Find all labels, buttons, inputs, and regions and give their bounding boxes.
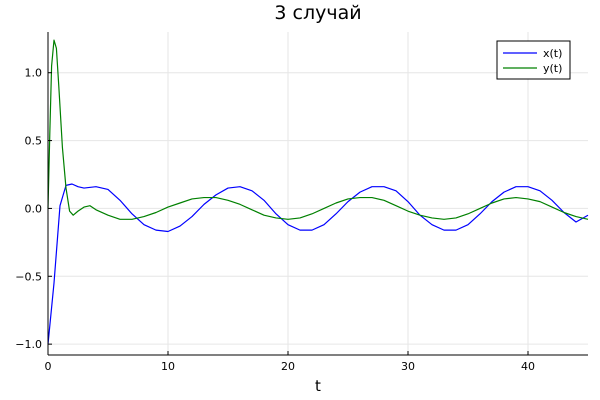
y-tick-label-1: −0.5 [15,270,42,283]
x-tick-label-3: 30 [401,360,415,373]
series-line-x(t) [47,183,589,345]
series-line-y(t) [47,39,589,220]
legend-box [496,40,571,80]
legend-label-x(t): x(t) [543,47,562,60]
y-tick-label-0: −1.0 [15,338,42,351]
legend-label-y(t): y(t) [543,62,562,75]
grid [47,32,588,355]
y-tick-label-3: 0.5 [25,135,43,148]
series-lines [47,39,589,345]
x-tick-label-2: 20 [281,360,295,373]
x-axis-label: t [315,377,321,395]
chart-title: 3 случай [274,2,361,24]
axes [47,32,588,356]
x-tick-label-0: 0 [45,360,52,373]
tick-labels: 0 10 20 30 40 −1.0 −0.5 0.0 0.5 1.0 [15,67,535,373]
x-tick-label-4: 40 [521,360,535,373]
y-tick-label-4: 1.0 [25,67,43,80]
y-tick-label-2: 0.0 [25,202,43,215]
legend: x(t) y(t) [496,40,571,80]
x-tick-label-1: 10 [161,360,175,373]
